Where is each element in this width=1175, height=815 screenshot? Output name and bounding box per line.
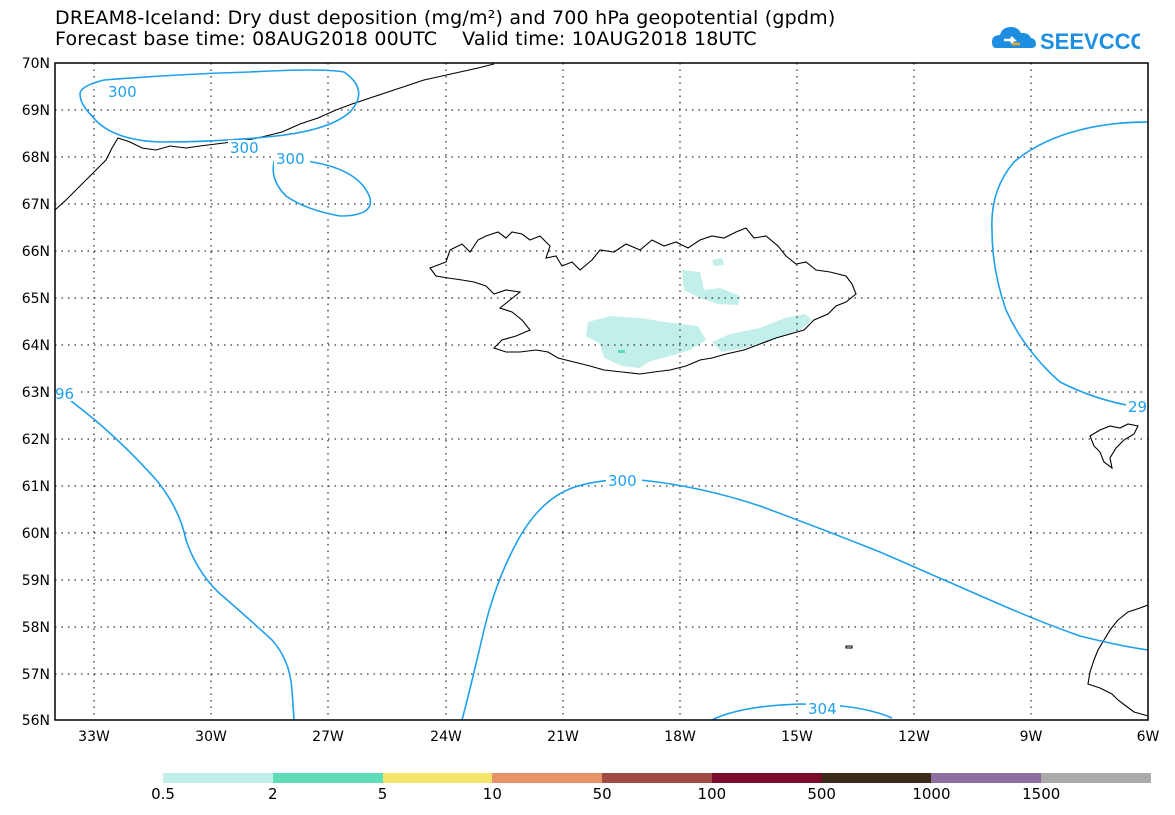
legend-swatch: [711, 773, 823, 783]
contour-labels: 300 300 300 300 96 29 304: [55, 83, 1148, 718]
legend-swatch: [163, 773, 274, 783]
legend-label: 50: [592, 785, 612, 803]
legend-swatch: [492, 773, 603, 783]
legend-label: 10: [482, 785, 502, 803]
legend-swatch: [382, 773, 493, 783]
dust-deposition-areas: [586, 258, 812, 368]
contour-label: 300: [276, 150, 305, 168]
map-title: DREAM8-Iceland: Dry dust deposition (mg/…: [55, 8, 835, 50]
lon-label: 27W: [312, 729, 344, 745]
legend-swatch: [602, 773, 713, 783]
lat-label: 65N: [22, 291, 50, 307]
lat-label: 67N: [22, 197, 50, 213]
map-grid: [55, 63, 1148, 720]
contour-296-west: [54, 387, 295, 721]
legend-label: 2: [267, 785, 278, 803]
legend-label: 500: [807, 785, 836, 803]
lat-label: 61N: [22, 479, 50, 495]
lat-label: 57N: [22, 667, 50, 683]
lon-label: 18W: [664, 729, 696, 745]
map-frame: [54, 62, 1149, 721]
longitude-axis: 33W 30W 27W 24W 21W 18W 15W 12W 9W 6W: [78, 729, 1159, 745]
lat-label: 64N: [22, 338, 50, 354]
contour-label: 304: [808, 700, 837, 718]
legend-swatch: [931, 773, 1042, 783]
legend-label: 1500: [1022, 785, 1061, 803]
forecast-base-time: Forecast base time: 08AUG2018 00UTC: [55, 28, 438, 50]
latitude-axis: 70N 69N 68N 67N 66N 65N 64N 63N 62N 61N …: [22, 56, 50, 729]
lon-label: 9W: [1020, 729, 1043, 745]
dust-max-spot: [618, 350, 625, 353]
title-line-1: DREAM8-Iceland: Dry dust deposition (mg/…: [55, 7, 836, 29]
coastlines: [54, 63, 1149, 717]
lat-label: 56N: [22, 713, 50, 729]
contour-300-northwest-loop: [79, 69, 360, 143]
scotland-coast: [1087, 604, 1149, 717]
rockall-islet: [845, 645, 853, 649]
lon-label: 24W: [430, 729, 462, 745]
lon-label: 33W: [78, 729, 110, 745]
lat-label: 66N: [22, 244, 50, 260]
legend-label: 0.5: [151, 785, 175, 803]
logo-text: SEEVCCC: [1040, 29, 1140, 54]
contour-label: 300: [608, 472, 637, 490]
lat-label: 59N: [22, 573, 50, 589]
lon-label: 21W: [547, 729, 579, 745]
legend-label: 1000: [912, 785, 951, 803]
legend-swatch: [272, 773, 384, 783]
contour-29-east: [991, 121, 1149, 409]
lat-label: 68N: [22, 150, 50, 166]
lon-label: 6W: [1137, 729, 1160, 745]
geopotential-contours: [54, 69, 1149, 721]
legend-swatch: [821, 773, 932, 783]
lat-label: 58N: [22, 620, 50, 636]
legend-label: 5: [377, 785, 388, 803]
lat-label: 62N: [22, 432, 50, 448]
lat-label: 70N: [22, 56, 50, 72]
lon-label: 15W: [781, 729, 813, 745]
lat-label: 69N: [22, 103, 50, 119]
title-line-2: Forecast base time: 08AUG2018 00UTC Vali…: [55, 29, 835, 50]
legend-swatch: [1041, 773, 1152, 783]
valid-time: Valid time: 10AUG2018 18UTC: [462, 28, 757, 50]
legend-label: 100: [697, 785, 727, 803]
contour-304-south: [711, 703, 893, 721]
contour-label: 300: [230, 139, 259, 157]
faroe-islands-coast: [1089, 423, 1139, 470]
lat-label: 60N: [22, 526, 50, 542]
seevccc-logo: SEEVCCC: [990, 18, 1146, 58]
lat-label: 63N: [22, 385, 50, 401]
cloud-logo-icon: SEEVCCC: [992, 27, 1146, 54]
color-legend: 0.5 2 5 10 50 100 500 1000 1500: [151, 773, 1152, 803]
contour-label: 96: [55, 385, 74, 403]
contour-300-south: [461, 478, 1149, 721]
iceland-coast: [429, 227, 857, 375]
contour-label: 29: [1128, 398, 1147, 416]
lon-label: 30W: [195, 729, 227, 745]
lon-label: 12W: [898, 729, 930, 745]
contour-label: 300: [108, 83, 137, 101]
